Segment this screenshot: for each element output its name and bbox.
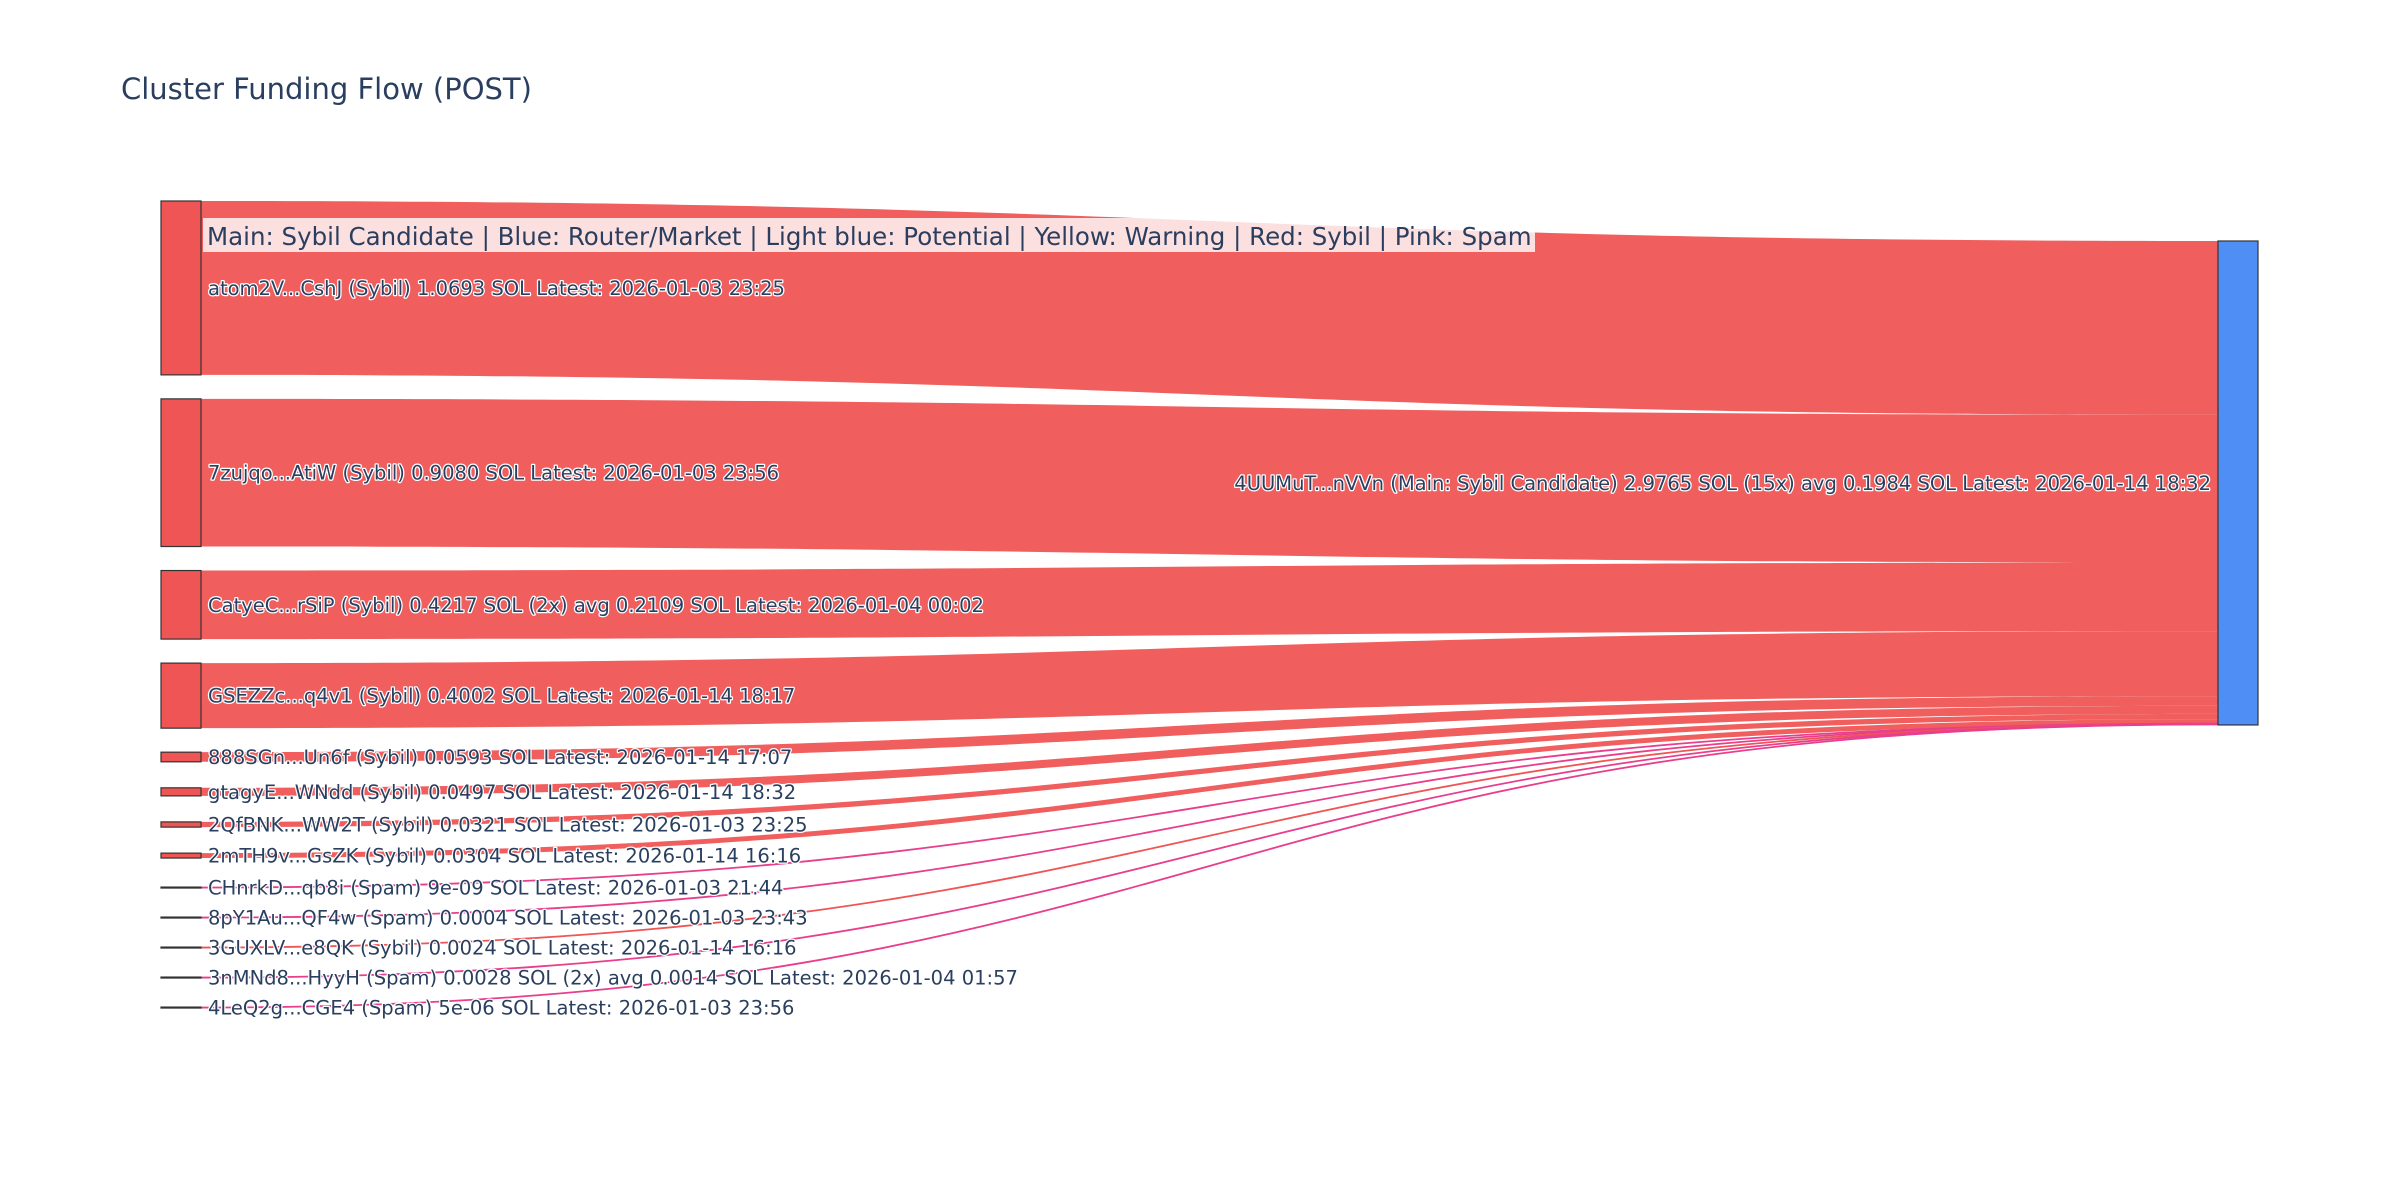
legend: Main: Sybil Candidate | Blue: Router/Mar… xyxy=(203,218,1535,252)
target-node-label: 4UUMuT...nVVn (Main: Sybil Candidate) 2.… xyxy=(1234,472,2211,495)
source-node-label: GSEZZc...q4v1 (Sybil) 0.4002 SOL Latest:… xyxy=(208,685,795,708)
flow-link[interactable] xyxy=(201,713,2218,828)
source-node[interactable] xyxy=(160,662,202,729)
flow-link[interactable] xyxy=(200,722,2219,919)
flow-link[interactable] xyxy=(201,631,2218,729)
source-node-label: 4LeQ2g...CGE4 (Spam) 5e-06 SOL Latest: 2… xyxy=(208,997,794,1020)
flow-link[interactable] xyxy=(200,723,2219,949)
source-node-label: 2mTH9v...GsZK (Sybil) 0.0304 SOL Latest:… xyxy=(208,845,801,868)
source-node[interactable] xyxy=(160,916,202,919)
source-node-label: gtagyE...WNdd (Sybil) 0.0497 SOL Latest:… xyxy=(208,781,796,804)
flow-link[interactable] xyxy=(201,705,2218,796)
chart-title: Cluster Funding Flow (POST) xyxy=(121,72,532,106)
sankey-nodes xyxy=(160,200,2259,1009)
source-node-label: CHnrkD...qb8i (Spam) 9e-09 SOL Latest: 2… xyxy=(208,877,783,900)
flow-link[interactable] xyxy=(201,562,2218,640)
sankey-links xyxy=(200,201,2219,1009)
source-node[interactable] xyxy=(160,976,202,979)
source-node-label: 3nMNd8...HyyH (Spam) 0.0028 SOL (2x) avg… xyxy=(208,967,1018,990)
legend-text: Main: Sybil Candidate | Blue: Router/Mar… xyxy=(207,222,1532,251)
source-node[interactable] xyxy=(160,946,202,949)
source-node-label: 3GUXLV...e8QK (Sybil) 0.0024 SOL Latest:… xyxy=(208,937,797,960)
source-node-label: 2QfBNK...WW2T (Sybil) 0.0321 SOL Latest:… xyxy=(208,814,808,837)
flow-link[interactable] xyxy=(201,696,2218,762)
sankey-labels: atom2V...CshJ (Sybil) 1.0693 SOL Latest:… xyxy=(207,276,2213,1021)
flow-link[interactable] xyxy=(200,723,2219,1009)
flow-link[interactable] xyxy=(200,723,2219,979)
source-node[interactable] xyxy=(160,787,202,797)
source-node[interactable] xyxy=(160,886,202,889)
legend-background xyxy=(203,218,1535,252)
source-node-label: 7zujqo...AtiW (Sybil) 0.9080 SOL Latest:… xyxy=(208,462,779,485)
flow-link[interactable] xyxy=(201,201,2218,415)
source-node-label: 888SGn...Un6f (Sybil) 0.0593 SOL Latest:… xyxy=(208,746,792,769)
target-node[interactable] xyxy=(2217,240,2259,726)
source-node[interactable] xyxy=(160,569,202,640)
source-node[interactable] xyxy=(160,751,202,763)
flow-link[interactable] xyxy=(201,398,2218,563)
source-node[interactable] xyxy=(160,398,202,548)
flow-link[interactable] xyxy=(200,722,2219,889)
source-node[interactable] xyxy=(160,852,202,859)
flow-link[interactable] xyxy=(201,719,2218,859)
source-node[interactable] xyxy=(160,200,202,376)
source-node[interactable] xyxy=(160,821,202,828)
source-node[interactable] xyxy=(160,1006,202,1009)
source-node-label: atom2V...CshJ (Sybil) 1.0693 SOL Latest:… xyxy=(208,277,785,300)
source-node-label: 8pY1Au...QF4w (Spam) 0.0004 SOL Latest: … xyxy=(208,907,808,930)
source-node-label: CatyeC...rSiP (Sybil) 0.4217 SOL (2x) av… xyxy=(208,594,984,617)
